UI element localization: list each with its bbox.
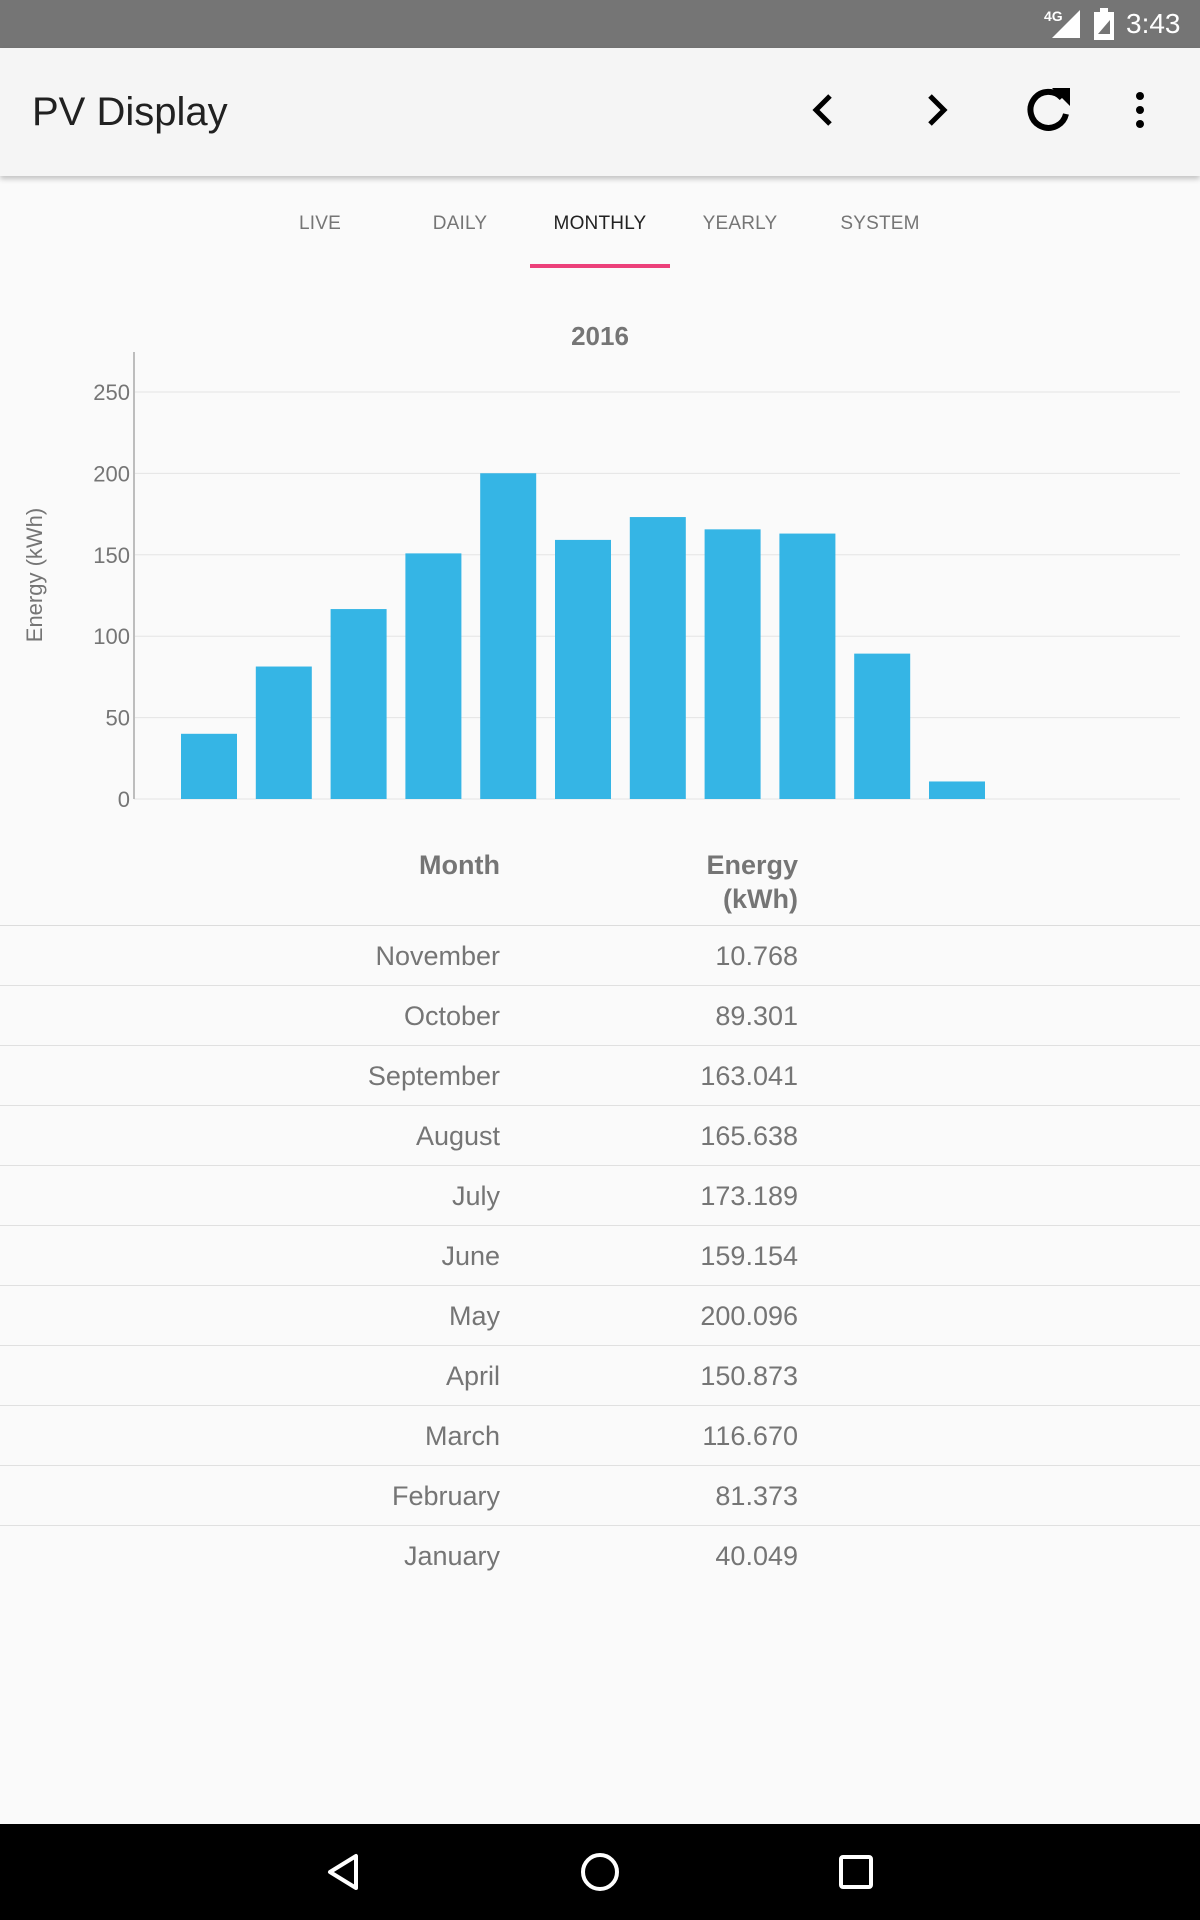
home-icon[interactable]: [572, 1844, 628, 1900]
cell-month: November: [375, 941, 500, 971]
chart-title: 2016: [571, 321, 629, 351]
bar-january: [181, 733, 237, 799]
bar-november: [929, 781, 985, 799]
cell-energy: 40.049: [715, 1541, 798, 1571]
cell-energy: 173.189: [700, 1181, 798, 1211]
cell-energy: 10.768: [715, 941, 798, 971]
bar-september: [779, 533, 836, 799]
monthly-energy-table: Month Energy (kWh) November 10.768 October…: [0, 840, 1200, 1586]
tab-system[interactable]: SYSTEM: [840, 213, 920, 234]
system-nav-bar: [0, 1824, 1200, 1920]
tab-daily[interactable]: DAILY: [432, 213, 488, 234]
bar-february: [255, 666, 312, 799]
bar-may: [480, 473, 537, 799]
cell-month: August: [415, 1121, 500, 1151]
y-tick-label: 100: [93, 624, 130, 649]
table-row: April 150.873: [0, 1346, 1200, 1406]
y-axis-label: Energy (kWh): [22, 508, 47, 642]
table-row: August 165.638: [0, 1106, 1200, 1166]
table-row: February 81.373: [0, 1466, 1200, 1526]
table-row: January 40.049: [0, 1526, 1200, 1586]
column-header-month: Month: [419, 850, 500, 880]
cell-energy: 150.873: [700, 1361, 798, 1391]
tab-monthly[interactable]: MONTHLY: [553, 213, 647, 234]
tab-indicator: [530, 264, 670, 268]
chevron-left-icon[interactable]: [792, 78, 856, 142]
table-row: November 10.768: [0, 926, 1200, 986]
column-header-energy-line2: (kWh): [723, 884, 798, 914]
cell-month: February: [391, 1481, 500, 1511]
cell-month: September: [367, 1061, 500, 1091]
more-vert-icon[interactable]: [1108, 78, 1172, 142]
y-tick-label: 250: [93, 380, 130, 405]
cell-energy: 165.638: [700, 1121, 798, 1151]
tab-bar: LIVE DAILY MONTHLY YEARLY SYSTEM: [0, 176, 1200, 272]
status-bar: 4G 3:43: [0, 0, 1200, 48]
cell-month: March: [424, 1421, 500, 1451]
table-row: July 173.189: [0, 1166, 1200, 1226]
app-title: PV Display: [32, 90, 228, 134]
bar-august: [704, 529, 761, 799]
back-icon[interactable]: [316, 1844, 372, 1900]
cell-energy: 81.373: [715, 1481, 798, 1511]
bar-march: [330, 609, 387, 799]
battery-icon: [1094, 8, 1114, 40]
table-row: October 89.301: [0, 986, 1200, 1046]
table-header: Month Energy (kWh): [0, 840, 1200, 926]
cell-energy: 89.301: [715, 1001, 798, 1031]
cell-energy: 200.096: [700, 1301, 798, 1331]
bar-june: [555, 539, 611, 799]
bar-april: [405, 553, 462, 799]
chevron-right-icon[interactable]: [904, 78, 968, 142]
cell-month: July: [451, 1181, 500, 1211]
column-header-energy-line1: Energy: [706, 850, 798, 880]
bar-october: [854, 653, 911, 799]
y-tick-label: 0: [118, 787, 130, 812]
table-row: September 163.041: [0, 1046, 1200, 1106]
cell-energy: 159.154: [700, 1241, 798, 1271]
cell-month: April: [445, 1361, 500, 1391]
tab-yearly[interactable]: YEARLY: [702, 213, 778, 234]
tab-live[interactable]: LIVE: [299, 213, 341, 234]
monthly-energy-chart: 0 50 100 150 200 250 2016 Energy (kWh): [0, 300, 1200, 820]
cell-month: January: [403, 1541, 500, 1571]
table-row: May 200.096: [0, 1286, 1200, 1346]
cell-energy: 116.670: [702, 1421, 798, 1451]
status-time: 3:43: [1126, 8, 1181, 39]
cell-signal-icon: [1052, 10, 1080, 38]
table-row: June 159.154: [0, 1226, 1200, 1286]
app-bar: PV Display: [0, 48, 1200, 176]
column-header-energy: Energy (kWh): [678, 848, 798, 916]
table-body: November 10.768 October 89.301 September 163.…: [0, 926, 1200, 1586]
y-tick-label: 200: [93, 461, 130, 486]
cell-month: October: [403, 1001, 500, 1031]
table-row: March 116.670: [0, 1406, 1200, 1466]
cell-month: May: [448, 1301, 500, 1331]
y-tick-label: 50: [106, 706, 130, 731]
network-type: 4G: [1044, 8, 1063, 24]
bar-july: [629, 517, 686, 799]
recents-icon[interactable]: [828, 1844, 884, 1900]
refresh-icon[interactable]: [1016, 78, 1080, 142]
cell-energy: 163.041: [700, 1061, 798, 1091]
y-tick-label: 150: [93, 543, 130, 568]
bar-chart: 0 50 100 150 200 250 2016 Energy (kWh): [22, 321, 1180, 812]
cell-month: June: [441, 1241, 500, 1271]
